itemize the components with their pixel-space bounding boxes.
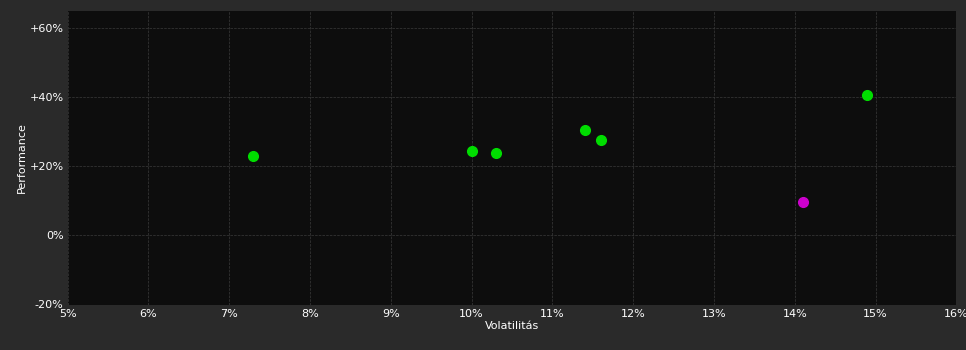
Point — [464, 148, 479, 153]
Point — [795, 199, 810, 205]
Point — [245, 153, 261, 159]
Y-axis label: Performance: Performance — [16, 122, 26, 193]
Point — [860, 92, 875, 98]
Point — [488, 150, 503, 156]
X-axis label: Volatilitás: Volatilitás — [485, 321, 539, 331]
Point — [593, 138, 609, 143]
Point — [577, 127, 592, 133]
